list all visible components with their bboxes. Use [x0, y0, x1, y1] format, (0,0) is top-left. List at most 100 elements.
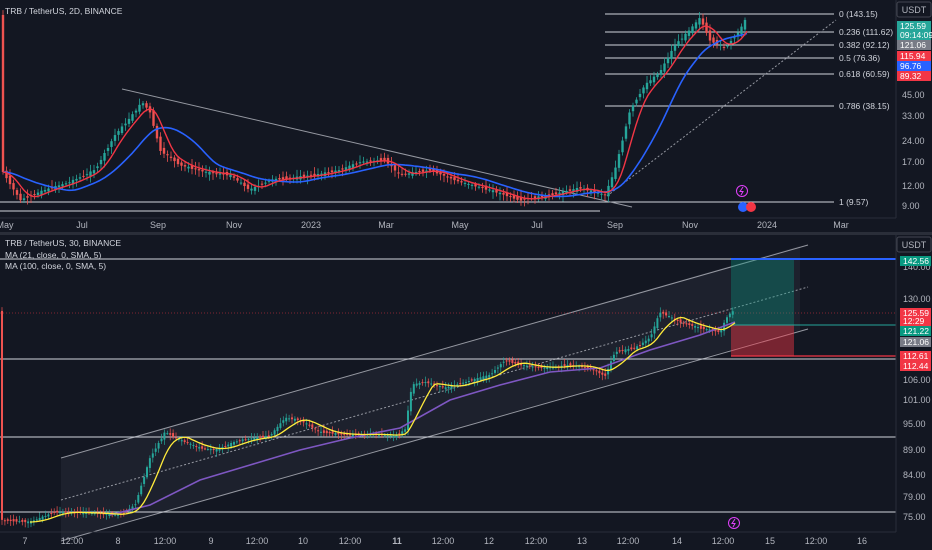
top-ma-slow-line: [2, 32, 748, 198]
candle-body: [656, 318, 659, 329]
bottom-currency-label[interactable]: [896, 236, 932, 253]
candle-body: [537, 366, 540, 368]
candle-body: [607, 368, 610, 375]
take-profit-zone[interactable]: [731, 259, 794, 325]
candle-body: [281, 177, 285, 180]
bottom-currency-text: USDT: [902, 240, 927, 250]
candle-body: [166, 433, 169, 435]
x-tick-label: 15: [765, 536, 775, 546]
candle-body: [514, 362, 517, 364]
candle-body: [446, 176, 449, 178]
lightning-icon[interactable]: [728, 517, 740, 529]
candle-body: [169, 433, 172, 435]
stop-loss-zone[interactable]: [731, 325, 794, 356]
top-chart-panel: 0 (143.15) 0.236 (111.62) 0.382 (92.12) 0.5…: [0, 0, 932, 230]
candle-body: [276, 426, 279, 432]
candle-body: [628, 112, 631, 125]
candle-body: [114, 514, 117, 516]
candle-body: [1, 310, 3, 520]
candle-body: [484, 185, 488, 190]
candle-body: [656, 74, 659, 78]
candle-body: [551, 193, 554, 195]
candle-body: [459, 383, 462, 385]
regression-channel-fill: [61, 246, 800, 541]
candle-body: [496, 367, 499, 369]
y-tick-label: 24.00: [902, 136, 925, 146]
candle-body: [705, 22, 708, 33]
candle-body: [120, 126, 124, 134]
candle-body: [386, 435, 389, 437]
candle-body: [578, 366, 581, 368]
candle-body: [688, 323, 691, 326]
candle-body: [337, 170, 341, 172]
candle-body: [311, 424, 314, 428]
candle-body: [519, 196, 523, 201]
candle-body: [659, 69, 663, 75]
candle-body: [8, 175, 12, 185]
candle-body: [653, 326, 656, 334]
long-position-tool[interactable]: [731, 258, 896, 357]
candle-body: [467, 380, 470, 382]
candle-body: [334, 170, 337, 173]
candle-body: [351, 164, 355, 169]
candle-body: [267, 435, 270, 437]
x-tick-label: Mar: [378, 220, 394, 230]
candle-body: [523, 365, 525, 367]
candle-body: [436, 385, 438, 387]
candle-body: [397, 172, 400, 174]
candle-body: [239, 182, 243, 184]
candle-body: [61, 511, 64, 514]
candle-body: [131, 506, 134, 510]
candle-body: [288, 177, 292, 179]
candle-body: [314, 428, 317, 430]
candle-body: [462, 382, 465, 384]
candle-body: [92, 170, 96, 174]
candle-body: [432, 168, 435, 172]
pane-divider[interactable]: [0, 232, 932, 235]
candle-body: [187, 166, 190, 169]
price-label-box: [900, 256, 931, 266]
candle-body: [313, 173, 316, 176]
top-currency-label[interactable]: [896, 1, 932, 18]
top-x-ticks: May Jul Sep Nov 2023 Mar May Jul Sep Nov 2024 Mar: [0, 220, 849, 230]
candle-body: [424, 382, 427, 384]
candle-body: [705, 329, 708, 331]
bottom-price-axis[interactable]: [896, 235, 932, 532]
legend-ma-21[interactable]: MA (21, close, 0, SMA, 5): [5, 250, 102, 260]
candle-body: [558, 192, 561, 194]
candle-body: [401, 431, 404, 435]
candle-body: [572, 189, 575, 192]
legend-ma-100[interactable]: MA (100, close, 0, SMA, 5): [5, 261, 106, 271]
candle-body: [12, 519, 15, 522]
candle-body: [224, 445, 227, 447]
x-tick-label: 12:00: [154, 536, 177, 546]
price-label-box: [900, 326, 931, 336]
candle-body: [601, 372, 604, 375]
candle-body: [439, 172, 442, 175]
lightning-icon[interactable]: [736, 185, 748, 197]
x-tick-label: May: [451, 220, 469, 230]
candle-body: [285, 417, 288, 422]
candle-body: [22, 198, 26, 201]
candle-body: [57, 185, 61, 188]
price-label-text: 112.44: [903, 361, 929, 371]
fib-level-label: 0.5 (76.36): [839, 53, 880, 63]
y-tick-label: 45.00: [902, 90, 925, 100]
event-flag-icon[interactable]: [738, 202, 748, 212]
candle-body: [627, 349, 630, 351]
candle-body: [428, 168, 432, 171]
fib-level-label: 0.382 (92.12): [839, 40, 890, 50]
y-tick-label: 84.00: [903, 470, 926, 480]
candle-body: [247, 438, 250, 440]
candle-body: [697, 327, 699, 329]
event-flag-icon[interactable]: [746, 202, 756, 212]
candle-body: [47, 514, 50, 517]
candle-body: [379, 158, 383, 162]
candle-body: [636, 346, 639, 350]
candle-body: [701, 18, 705, 25]
candle-body: [99, 159, 103, 165]
price-label-box: [897, 61, 931, 71]
event-icons[interactable]: [736, 185, 757, 213]
price-label-text: 09:14:09: [900, 30, 932, 40]
bottom-event-icon[interactable]: [728, 517, 740, 529]
